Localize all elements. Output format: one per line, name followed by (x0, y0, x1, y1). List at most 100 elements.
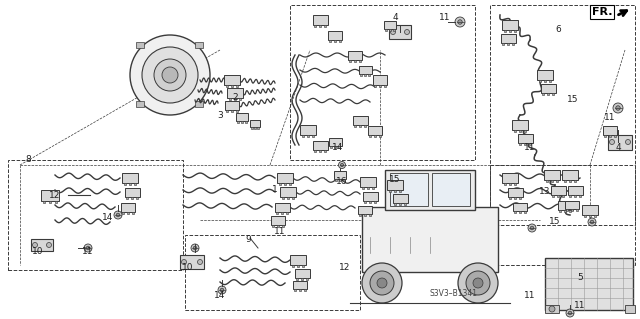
Bar (512, 42, 514, 44)
Bar (509, 30, 511, 32)
Circle shape (473, 278, 483, 288)
Bar (301, 135, 303, 137)
Bar (568, 186, 582, 195)
Circle shape (33, 242, 38, 248)
Bar (432, 173, 470, 206)
Bar (502, 173, 518, 183)
Bar (544, 80, 546, 82)
Bar (614, 135, 616, 137)
Bar (575, 209, 578, 211)
Bar (273, 225, 275, 226)
Bar (552, 93, 554, 94)
Bar (286, 211, 288, 213)
Bar (504, 30, 506, 32)
Bar (359, 124, 361, 127)
Bar (306, 278, 308, 279)
Bar (557, 201, 573, 210)
Bar (324, 25, 326, 27)
Bar (364, 74, 366, 76)
Bar (236, 113, 248, 121)
Circle shape (198, 259, 202, 264)
Bar (289, 183, 291, 185)
Bar (334, 171, 346, 179)
Bar (550, 186, 566, 195)
Bar (387, 180, 403, 190)
Bar (519, 197, 521, 198)
Text: 4: 4 (615, 144, 621, 152)
Bar (334, 40, 336, 41)
Circle shape (130, 35, 210, 115)
Bar (343, 179, 345, 181)
Text: 11: 11 (524, 144, 536, 152)
Circle shape (530, 226, 534, 230)
Bar (319, 150, 321, 152)
Bar (545, 258, 633, 310)
Bar (299, 289, 301, 291)
Circle shape (455, 17, 465, 27)
Text: 13: 13 (540, 188, 551, 197)
Bar (292, 265, 294, 267)
Circle shape (339, 161, 346, 168)
Bar (490, 165, 635, 265)
Text: FR.: FR. (592, 7, 612, 17)
Bar (379, 135, 381, 137)
Bar (544, 170, 560, 180)
Bar (384, 21, 396, 29)
Bar (595, 215, 596, 217)
Circle shape (182, 259, 186, 264)
Bar (136, 197, 138, 198)
Bar (539, 80, 541, 82)
Bar (393, 29, 395, 31)
Bar (359, 214, 362, 216)
Circle shape (114, 211, 122, 219)
Bar (571, 209, 573, 211)
Bar (121, 203, 135, 211)
Bar (302, 265, 305, 267)
Text: 11: 11 (604, 114, 616, 122)
Text: 14: 14 (332, 144, 344, 152)
Bar (49, 201, 51, 203)
Bar (564, 210, 566, 211)
Bar (369, 74, 371, 76)
Bar (292, 197, 294, 199)
Bar (31, 239, 53, 251)
Bar (389, 29, 391, 31)
Bar (542, 93, 544, 94)
Circle shape (218, 286, 226, 294)
Bar (515, 211, 516, 213)
Bar (132, 211, 134, 213)
Text: 1: 1 (272, 186, 278, 195)
Bar (383, 85, 386, 87)
Circle shape (362, 263, 402, 303)
Bar (237, 121, 239, 123)
Bar (330, 40, 332, 41)
Bar (41, 189, 59, 201)
Bar (330, 146, 332, 148)
Circle shape (528, 224, 536, 232)
Bar (394, 203, 396, 204)
Bar (385, 29, 387, 31)
Bar (271, 216, 285, 225)
Bar (579, 195, 581, 197)
Bar (124, 183, 125, 185)
Bar (195, 101, 203, 107)
Bar (367, 187, 369, 189)
Bar (290, 255, 306, 265)
Bar (236, 109, 237, 112)
Bar (334, 146, 336, 148)
Bar (284, 183, 286, 185)
Bar (519, 211, 521, 213)
Bar (131, 197, 133, 198)
Bar (239, 98, 241, 100)
Circle shape (162, 67, 178, 83)
Bar (185, 235, 360, 310)
Bar (127, 211, 129, 213)
Circle shape (116, 213, 120, 217)
Text: 15: 15 (389, 175, 401, 184)
Bar (394, 190, 396, 192)
Bar (122, 173, 138, 183)
Bar (301, 278, 303, 279)
Circle shape (390, 29, 396, 34)
Circle shape (613, 103, 623, 113)
Bar (589, 215, 591, 217)
